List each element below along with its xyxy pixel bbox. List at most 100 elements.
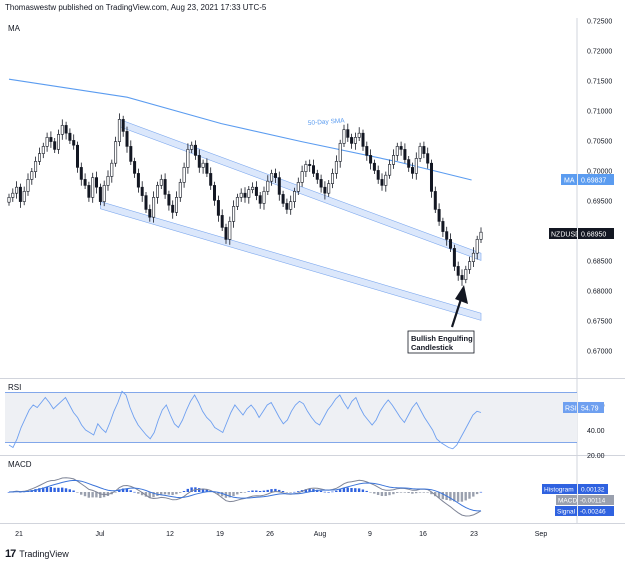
histogram-bar <box>198 488 201 492</box>
candle-down <box>194 144 198 156</box>
candle-down <box>197 155 201 168</box>
histogram-bar <box>388 492 391 496</box>
histogram-bar <box>7 492 11 493</box>
candle-down <box>171 204 175 213</box>
histogram-bar <box>38 488 41 492</box>
candle-up <box>60 125 64 135</box>
candle-up <box>117 119 121 142</box>
rsi-tag-value-bg <box>578 402 604 413</box>
symbol-tag-label-bg <box>549 228 577 239</box>
histogram-bar <box>266 489 269 492</box>
candle-up <box>34 161 38 172</box>
candle-down <box>361 132 365 147</box>
histogram-bar <box>137 492 140 494</box>
histogram-bar <box>236 492 239 495</box>
histogram-tag-label: Histogram <box>544 487 574 494</box>
histogram-bar <box>441 492 444 500</box>
candle-down <box>277 177 281 195</box>
ma-tag-label-bg <box>561 174 577 185</box>
histogram-bar <box>152 492 155 498</box>
candle-up <box>464 269 468 280</box>
candle-down <box>429 162 433 192</box>
histogram-bar <box>61 487 64 492</box>
histogram-bar <box>68 489 71 492</box>
histogram-bar <box>49 487 52 492</box>
macd-line <box>8 477 482 517</box>
candle-down <box>372 162 376 171</box>
time-tick-label: Aug <box>314 531 327 538</box>
histogram-bar <box>182 491 186 492</box>
histogram-bar <box>342 487 346 492</box>
macd-panel: MACD Histogram 0.00132 MACD -0.00114 Sig… <box>0 460 625 524</box>
price-tick-label: 0.68000 <box>587 288 612 295</box>
candle-up <box>270 173 274 182</box>
candle-up <box>152 197 156 218</box>
candle-up <box>106 176 110 186</box>
histogram-bar <box>148 492 151 498</box>
macd-tag-value: -0.00114 <box>580 498 606 505</box>
histogram-bar <box>319 490 323 492</box>
candle-down <box>220 215 224 228</box>
histogram-bar <box>338 489 342 492</box>
rsi-tick-label: 40.00 <box>587 428 605 435</box>
tradingview-brand: TradingView <box>19 549 69 559</box>
candle-down <box>380 179 384 186</box>
price-y-axis: 0.72500 0.72000 0.71500 0.71000 0.70500 0.700… <box>587 18 612 355</box>
histogram-bar <box>160 492 163 495</box>
histogram-bar <box>57 487 60 492</box>
candle-up <box>353 137 357 144</box>
time-tick-label: 12 <box>166 531 174 538</box>
candle-down <box>254 186 258 196</box>
candle-up <box>300 171 304 183</box>
candle-down <box>433 191 437 210</box>
candle-down <box>273 173 277 178</box>
histogram-bar <box>434 492 437 497</box>
histogram-bar <box>411 492 414 494</box>
candle-down <box>399 146 403 150</box>
candle-up <box>11 192 15 198</box>
histogram-bar <box>281 491 285 492</box>
histogram-bar <box>232 492 235 496</box>
price-tick-label: 0.70000 <box>587 168 612 175</box>
signal-tag-value-bg <box>578 506 614 516</box>
histogram-tag-value-bg <box>578 484 608 494</box>
candle-up <box>15 186 19 194</box>
histogram-bar <box>274 488 277 492</box>
candle-up <box>114 141 118 164</box>
annotation-text-line1: Bullish Engulfing <box>411 334 473 343</box>
histogram-bar <box>354 488 357 492</box>
histogram-bar <box>350 488 353 492</box>
tradingview-footer: 17 TradingView <box>5 548 69 560</box>
annotation-box <box>407 330 475 354</box>
candle-down <box>311 165 315 174</box>
histogram-bar <box>125 489 129 492</box>
candle-down <box>448 239 452 249</box>
channel-upper-band <box>119 118 482 261</box>
candle-down <box>68 132 72 141</box>
ma-tag-value-bg <box>578 174 614 185</box>
publisher-header: Thomaswestw published on TradingView.com… <box>5 3 267 12</box>
histogram-bar <box>121 488 125 492</box>
histogram-bar <box>167 492 170 495</box>
histogram-bar <box>407 492 410 493</box>
rsi-panel-label: RSI <box>8 383 21 392</box>
histogram-bar <box>373 492 376 494</box>
macd-tag-label: MACD <box>558 498 577 505</box>
time-tick-label: 9 <box>368 531 372 538</box>
candle-up <box>22 191 26 202</box>
histogram-bar <box>426 492 429 493</box>
histogram-bar <box>243 492 247 493</box>
histogram-bar <box>289 492 292 493</box>
candle-down <box>224 227 228 240</box>
candle-down <box>308 164 312 166</box>
histogram-bar <box>262 490 266 492</box>
candle-down <box>441 221 445 232</box>
symbol-price-tag: NZDUSD 0.68950 <box>549 228 614 239</box>
histogram-bar <box>270 489 273 492</box>
channel-lower-band <box>100 201 482 321</box>
candle-down <box>125 131 129 147</box>
candlesticks <box>7 113 483 286</box>
histogram-bar <box>472 492 475 497</box>
candle-down <box>243 192 247 198</box>
